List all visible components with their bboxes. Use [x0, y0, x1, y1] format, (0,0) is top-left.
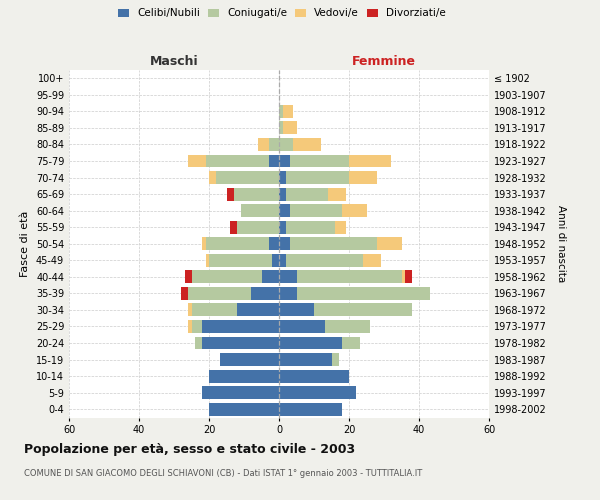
Bar [279, 353, 331, 366]
Bar [216, 171, 279, 184]
Bar [279, 270, 296, 283]
Bar [296, 287, 430, 300]
Text: COMUNE DI SAN GIACOMO DEGLI SCHIAVONI (CB) - Dati ISTAT 1° gennaio 2003 - TUTTIT: COMUNE DI SAN GIACOMO DEGLI SCHIAVONI (C… [24, 469, 422, 478]
Bar [283, 122, 296, 134]
Bar [279, 287, 296, 300]
Bar [202, 336, 279, 349]
Text: Popolazione per età, sesso e stato civile - 2003: Popolazione per età, sesso e stato civil… [24, 442, 355, 456]
Bar [202, 320, 279, 333]
Bar [209, 370, 279, 382]
Bar [279, 320, 325, 333]
Bar [286, 254, 363, 267]
Bar [401, 270, 405, 283]
Bar [286, 171, 349, 184]
Bar [181, 287, 188, 300]
Bar [205, 238, 269, 250]
Bar [286, 188, 328, 200]
Bar [191, 270, 262, 283]
Bar [251, 287, 279, 300]
Bar [286, 220, 335, 234]
Text: Femmine: Femmine [352, 54, 416, 68]
Bar [202, 238, 205, 250]
Bar [405, 270, 412, 283]
Bar [349, 171, 377, 184]
Bar [290, 154, 349, 168]
Bar [269, 238, 279, 250]
Bar [195, 336, 202, 349]
Bar [205, 254, 209, 267]
Bar [363, 254, 380, 267]
Y-axis label: Fasce di età: Fasce di età [20, 210, 30, 277]
Bar [220, 353, 279, 366]
Bar [328, 188, 346, 200]
Bar [188, 287, 251, 300]
Bar [188, 320, 191, 333]
Bar [230, 220, 237, 234]
Bar [283, 105, 293, 118]
Bar [279, 254, 286, 267]
Bar [279, 336, 342, 349]
Bar [227, 188, 233, 200]
Bar [237, 220, 279, 234]
Bar [272, 254, 279, 267]
Bar [188, 304, 191, 316]
Bar [185, 270, 191, 283]
Bar [279, 403, 342, 415]
Bar [262, 270, 279, 283]
Bar [279, 386, 356, 399]
Bar [269, 138, 279, 151]
Bar [202, 386, 279, 399]
Bar [237, 304, 279, 316]
Bar [279, 204, 290, 217]
Text: Maschi: Maschi [149, 54, 199, 68]
Bar [279, 238, 290, 250]
Bar [269, 154, 279, 168]
Bar [342, 336, 359, 349]
Bar [314, 304, 412, 316]
Bar [191, 304, 237, 316]
Bar [279, 370, 349, 382]
Bar [205, 154, 269, 168]
Bar [279, 154, 290, 168]
Bar [233, 188, 279, 200]
Bar [188, 154, 205, 168]
Bar [209, 403, 279, 415]
Bar [290, 204, 342, 217]
Bar [296, 270, 401, 283]
Bar [279, 138, 293, 151]
Bar [258, 138, 269, 151]
Y-axis label: Anni di nascita: Anni di nascita [556, 205, 566, 282]
Bar [325, 320, 370, 333]
Bar [279, 122, 283, 134]
Bar [293, 138, 321, 151]
Bar [279, 220, 286, 234]
Legend: Celibi/Nubili, Coniugati/e, Vedovi/e, Divorziati/e: Celibi/Nubili, Coniugati/e, Vedovi/e, Di… [115, 5, 449, 21]
Bar [331, 353, 338, 366]
Bar [209, 254, 272, 267]
Bar [349, 154, 391, 168]
Bar [279, 304, 314, 316]
Bar [279, 188, 286, 200]
Bar [377, 238, 401, 250]
Bar [290, 238, 377, 250]
Bar [279, 171, 286, 184]
Bar [209, 171, 216, 184]
Bar [191, 320, 202, 333]
Bar [335, 220, 346, 234]
Bar [241, 204, 279, 217]
Bar [342, 204, 367, 217]
Bar [279, 105, 283, 118]
